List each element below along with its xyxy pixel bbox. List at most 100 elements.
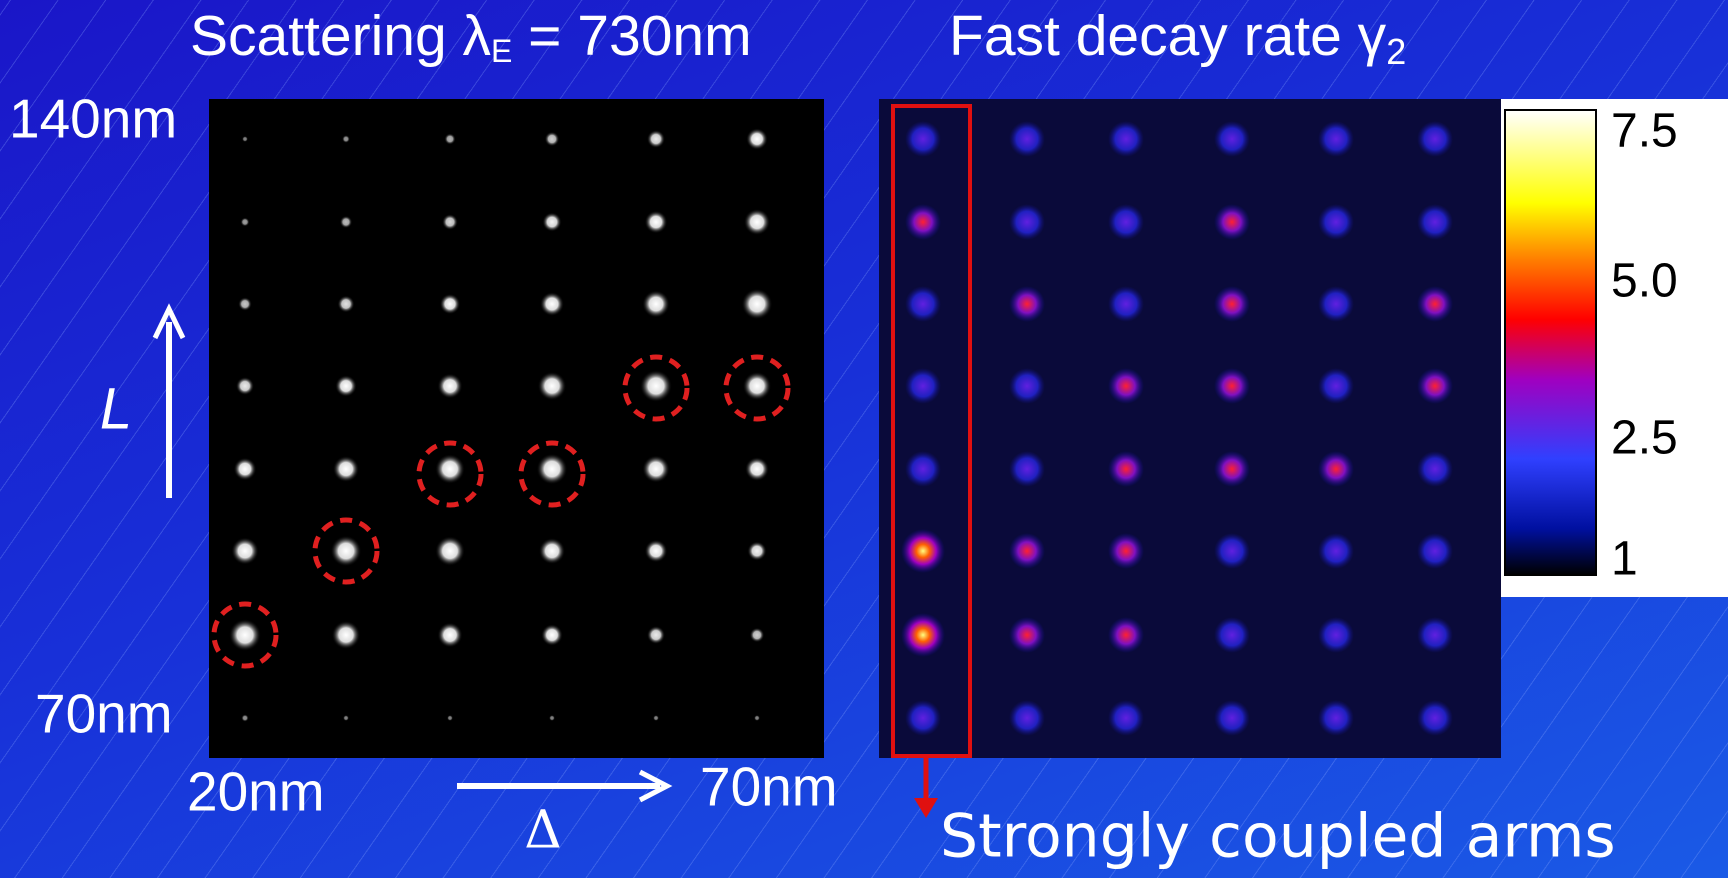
slide: Scattering λE = 730nm Fast decay rate γ2… xyxy=(0,0,1728,878)
scatter-spot xyxy=(647,130,665,148)
scatter-spot xyxy=(335,375,357,397)
scatter-spot xyxy=(745,457,769,481)
decay-spot xyxy=(1214,451,1250,487)
decay-spot xyxy=(1318,533,1354,569)
scatter-spot xyxy=(437,622,462,647)
scatter-spot xyxy=(444,133,455,144)
scatter-spot xyxy=(333,456,359,482)
decay-spot xyxy=(1009,533,1045,569)
decay-spot xyxy=(1318,451,1354,487)
x-symbol: Δ xyxy=(524,801,562,861)
decay-spot xyxy=(901,529,945,573)
scatter-spot xyxy=(238,297,252,311)
left-title-subscript: E xyxy=(491,33,512,69)
x-right-label: 70nm xyxy=(700,756,838,818)
decay-spot xyxy=(1009,451,1045,487)
scatter-spot xyxy=(746,128,768,150)
scatter-spot xyxy=(647,626,665,644)
decay-spot xyxy=(905,368,941,404)
decay-spot xyxy=(1318,700,1354,736)
slide-graphics: Scattering λE = 730nm Fast decay rate γ2… xyxy=(0,0,1728,878)
decay-panel xyxy=(879,99,1501,758)
decay-spot xyxy=(1318,204,1354,240)
decay-spot xyxy=(1009,368,1045,404)
scatter-spot xyxy=(340,216,352,228)
decay-spot xyxy=(1214,286,1250,322)
right-title-subscript: 2 xyxy=(1386,31,1406,72)
right-title: Fast decay rate γ2 xyxy=(949,4,1406,71)
colorbar-tick: 7.5 xyxy=(1611,105,1678,158)
scatter-spot xyxy=(539,538,565,564)
left-title-main: Scattering λ xyxy=(190,4,491,68)
scatter-spot xyxy=(332,621,361,650)
decay-spot xyxy=(1417,121,1453,157)
decay-spot xyxy=(1009,617,1045,653)
decay-spot xyxy=(1108,204,1144,240)
y-bottom-label: 70nm xyxy=(35,683,173,745)
scatter-spot xyxy=(640,370,672,402)
scatter-spot xyxy=(742,289,773,320)
scatter-spot xyxy=(231,537,258,564)
decay-spot xyxy=(1417,204,1453,240)
decay-spot xyxy=(1214,368,1250,404)
decay-spot xyxy=(905,451,941,487)
decay-spot xyxy=(905,286,941,322)
scatter-spot xyxy=(645,211,668,234)
scatter-spot xyxy=(542,212,561,231)
scatter-spot xyxy=(537,454,568,485)
scatter-spot xyxy=(653,715,659,721)
decay-spot xyxy=(1214,204,1250,240)
decay-spot xyxy=(1108,286,1144,322)
left-title: Scattering λE = 730nm xyxy=(190,4,752,69)
colorbar-tick: 1 xyxy=(1611,533,1638,586)
scatter-spot xyxy=(545,132,560,147)
decay-spot xyxy=(905,121,941,157)
scatter-spot xyxy=(440,294,461,315)
scattering-panel xyxy=(209,99,824,758)
scatter-spot xyxy=(447,715,453,721)
decay-spot xyxy=(1417,533,1453,569)
decay-spot xyxy=(1009,286,1045,322)
decay-spot xyxy=(905,700,941,736)
decay-spot xyxy=(1417,451,1453,487)
x-left-label: 20nm xyxy=(187,761,325,823)
decay-spot xyxy=(901,613,945,657)
scatter-spot xyxy=(331,536,362,567)
scatter-spot xyxy=(337,295,354,312)
decay-spot xyxy=(1009,121,1045,157)
decay-spot xyxy=(1009,204,1045,240)
scatter-spot xyxy=(343,715,349,721)
decay-spot xyxy=(1318,368,1354,404)
left-title-tail: = 730nm xyxy=(512,4,751,68)
decay-spot xyxy=(1417,286,1453,322)
decay-spot xyxy=(1214,700,1250,736)
decay-spot xyxy=(1108,121,1144,157)
scatter-spot xyxy=(541,624,563,646)
decay-spot xyxy=(1417,700,1453,736)
scatter-spot xyxy=(754,715,760,721)
colorbar-tick: 5.0 xyxy=(1611,255,1678,308)
scatter-spot xyxy=(241,218,250,227)
scatter-spot xyxy=(645,540,668,563)
decay-spot xyxy=(1318,286,1354,322)
colorbar xyxy=(1505,110,1596,575)
scatter-spot xyxy=(242,136,248,142)
scatter-spot xyxy=(236,377,254,395)
decay-spot xyxy=(1108,451,1144,487)
scatter-spot xyxy=(549,715,555,721)
scatter-spot xyxy=(229,619,261,651)
scatter-spot xyxy=(642,290,669,317)
scatter-spot xyxy=(241,714,248,721)
decay-spot xyxy=(1417,368,1453,404)
scatter-spot xyxy=(642,455,669,482)
decay-spot xyxy=(1108,617,1144,653)
scatter-spot xyxy=(435,536,465,566)
scatter-spot xyxy=(744,209,770,235)
scatter-spot xyxy=(234,458,257,481)
decay-spot xyxy=(1214,617,1250,653)
scatter-spot xyxy=(750,628,765,643)
decay-spot xyxy=(1108,533,1144,569)
scatter-spot xyxy=(743,372,772,401)
y-symbol: L xyxy=(100,376,132,441)
decay-spot xyxy=(1214,533,1250,569)
